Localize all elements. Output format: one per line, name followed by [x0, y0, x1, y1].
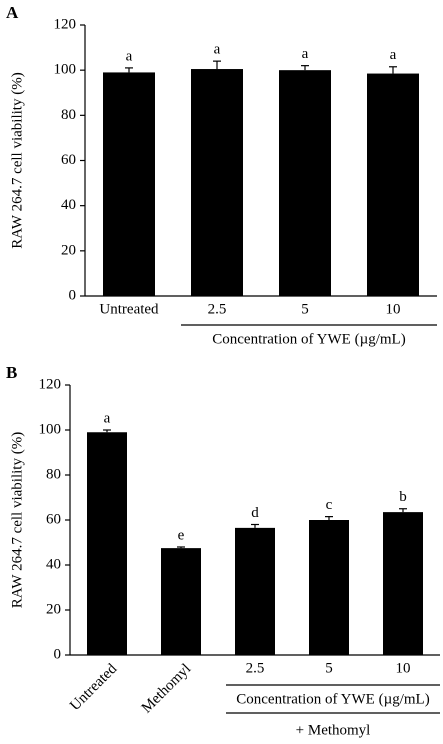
- y-tick-label: 20: [46, 601, 61, 617]
- bar: [279, 70, 331, 297]
- significance-letter: a: [302, 46, 309, 62]
- significance-letter: a: [214, 42, 221, 58]
- bar: [161, 548, 201, 655]
- y-tick-label: 80: [46, 466, 61, 482]
- x-tick-label: Untreated: [67, 661, 120, 714]
- significance-letter: a: [126, 48, 133, 64]
- y-tick-label: 100: [54, 62, 77, 78]
- significance-letter: c: [326, 497, 333, 513]
- x-tick-label: 10: [396, 660, 411, 676]
- y-axis-label: RAW 264.7 cell viability (%): [9, 432, 25, 608]
- group-sublabel: + Methomyl: [296, 722, 371, 738]
- significance-letter: b: [399, 489, 407, 505]
- y-tick-label: 40: [61, 197, 76, 213]
- group-label: Concentration of YWE (µg/mL): [236, 691, 429, 707]
- bar: [191, 69, 243, 296]
- x-tick-label: 2.5: [246, 660, 265, 676]
- y-tick-label: 40: [46, 556, 61, 572]
- x-tick-label: Untreated: [99, 301, 159, 317]
- y-tick-label: 100: [39, 421, 62, 437]
- bar: [103, 72, 155, 296]
- x-tick-label: 5: [325, 660, 333, 676]
- significance-letter: d: [251, 505, 259, 521]
- y-tick-label: 0: [54, 646, 62, 662]
- x-tick-label: Methomyl: [139, 661, 195, 717]
- significance-letter: a: [390, 47, 397, 63]
- bar: [367, 73, 419, 296]
- y-tick-label: 60: [61, 152, 76, 168]
- bar: [235, 527, 275, 655]
- significance-letter: e: [178, 527, 185, 543]
- y-tick-label: 80: [61, 107, 76, 123]
- y-tick-label: 20: [61, 242, 76, 258]
- x-tick-label: 5: [301, 301, 309, 317]
- x-tick-label: 2.5: [208, 301, 227, 317]
- y-tick-label: 0: [69, 287, 77, 303]
- group-label: Concentration of YWE (µg/mL): [212, 331, 405, 347]
- y-tick-label: 60: [46, 511, 61, 527]
- panel-label: A: [6, 3, 19, 22]
- panel-label: B: [6, 363, 17, 382]
- y-axis-label: RAW 264.7 cell viability (%): [9, 72, 25, 248]
- x-tick-label: 10: [386, 301, 401, 317]
- y-tick-label: 120: [54, 16, 77, 32]
- significance-letter: a: [104, 410, 111, 426]
- bar: [309, 520, 349, 655]
- bar: [87, 432, 127, 655]
- y-tick-label: 120: [39, 376, 62, 392]
- bar: [383, 512, 423, 655]
